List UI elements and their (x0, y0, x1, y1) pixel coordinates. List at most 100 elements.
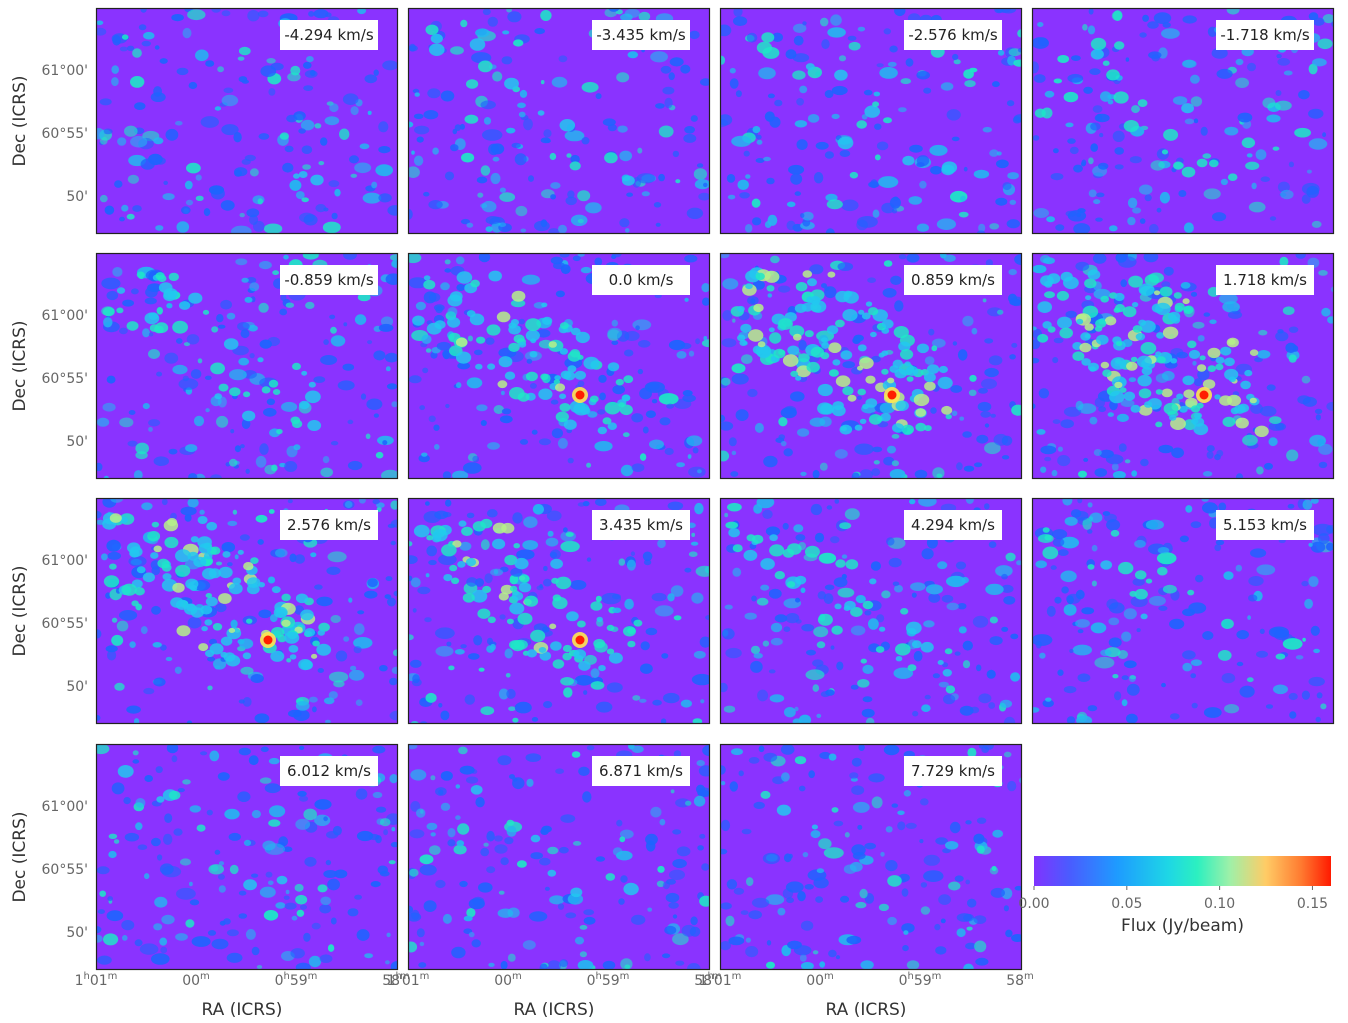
emission-blob (485, 226, 493, 233)
emission-blob (1173, 161, 1184, 170)
emission-blob (435, 646, 454, 657)
emission-blob (914, 469, 928, 479)
emission-blob (440, 802, 451, 811)
emission-blob (1269, 416, 1282, 424)
emission-blob (981, 378, 997, 389)
emission-blob (432, 147, 439, 155)
emission-blob (767, 293, 773, 298)
emission-blob (486, 830, 495, 842)
emission-blob (831, 807, 839, 813)
emission-blob (894, 300, 904, 312)
emission-blob (825, 689, 835, 696)
emission-blob (300, 904, 307, 910)
emission-blob (693, 650, 706, 659)
emission-blob (1069, 648, 1074, 654)
emission-blob (496, 311, 511, 323)
emission-blob (122, 299, 134, 307)
emission-blob (785, 613, 800, 624)
emission-blob (96, 27, 107, 36)
emission-blob (156, 307, 163, 315)
emission-blob (291, 915, 298, 921)
emission-blob (915, 408, 926, 417)
emission-blob (835, 319, 845, 328)
emission-blob (408, 744, 418, 750)
emission-blob (731, 748, 743, 756)
emission-blob (689, 30, 700, 40)
emission-blob (1144, 274, 1160, 286)
emission-blob (488, 270, 502, 282)
emission-blob (1037, 22, 1044, 27)
emission-blob (1183, 306, 1194, 314)
emission-blob (421, 334, 432, 344)
emission-blob (175, 933, 188, 941)
emission-blob (103, 128, 113, 135)
emission-blob (246, 277, 257, 284)
emission-blob (740, 910, 749, 915)
emission-blob (801, 624, 815, 632)
emission-blob (385, 352, 398, 363)
emission-blob (725, 521, 738, 529)
channel-panel: 6.871 km/s (407, 743, 711, 971)
emission-blob (774, 614, 788, 623)
emission-blob (205, 60, 215, 67)
emission-blob (632, 695, 641, 701)
emission-blob (234, 445, 241, 453)
emission-blob (1257, 350, 1271, 359)
emission-blob (97, 909, 105, 914)
emission-blob (260, 746, 269, 753)
emission-blob (255, 455, 267, 468)
emission-blob (1032, 634, 1053, 646)
emission-blob (280, 293, 287, 302)
emission-blob (862, 600, 874, 610)
emission-blob (1009, 199, 1017, 205)
emission-blob (547, 530, 554, 537)
emission-blob (104, 205, 115, 215)
emission-blob (1242, 434, 1258, 446)
emission-blob (324, 116, 340, 126)
emission-blob (812, 469, 820, 479)
emission-blob (307, 420, 322, 431)
emission-blob (303, 85, 314, 91)
emission-blob (417, 586, 431, 595)
emission-blob (473, 635, 483, 646)
emission-blob (1098, 406, 1106, 413)
emission-blob (1197, 335, 1205, 342)
emission-blob (485, 337, 495, 345)
emission-blob (172, 582, 185, 593)
emission-blob (673, 398, 692, 409)
channel-panel: 6.012 km/s (95, 743, 399, 971)
emission-blob (429, 845, 441, 855)
emission-blob (96, 715, 101, 721)
emission-blob (1120, 399, 1135, 407)
emission-blob (745, 270, 761, 283)
emission-blob (457, 362, 471, 370)
emission-blob (726, 879, 738, 890)
emission-blob (577, 190, 591, 202)
emission-blob (466, 377, 483, 389)
emission-blob (813, 877, 829, 889)
emission-blob (463, 915, 473, 922)
emission-blob (700, 699, 705, 704)
emission-blob (1011, 934, 1022, 942)
emission-blob (1069, 146, 1079, 155)
emission-blob (150, 552, 159, 559)
emission-blob (1121, 699, 1128, 707)
emission-blob (440, 90, 455, 102)
emission-blob (755, 272, 765, 281)
emission-blob (483, 117, 492, 125)
emission-blob (358, 498, 366, 504)
emission-blob (511, 290, 526, 302)
emission-blob (316, 643, 332, 656)
emission-blob (766, 177, 775, 185)
emission-blob (257, 539, 264, 545)
emission-blob (976, 434, 989, 444)
emission-blob (162, 573, 172, 581)
emission-blob (824, 151, 834, 159)
emission-blob (903, 930, 909, 935)
emission-blob (152, 642, 162, 648)
emission-blob (546, 510, 562, 522)
emission-blob (1096, 334, 1109, 345)
emission-blob (1088, 8, 1094, 15)
emission-blob (1094, 468, 1108, 477)
emission-blob (1051, 469, 1058, 477)
